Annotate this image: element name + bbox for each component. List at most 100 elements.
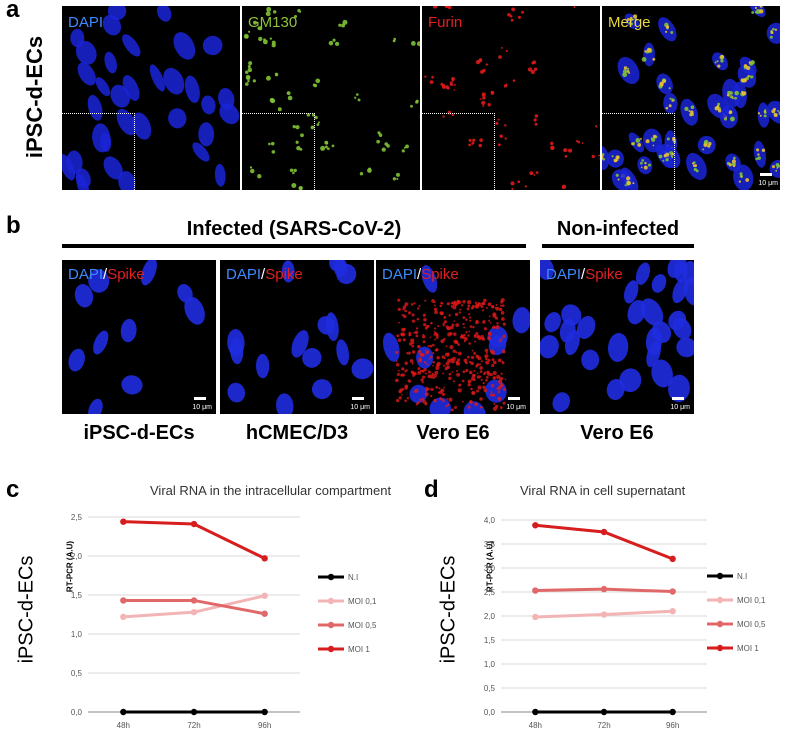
y-tick-label: 1,5 bbox=[484, 636, 496, 645]
infected-bracket-line bbox=[62, 244, 526, 248]
channel-label-dapi-spike: DAPI/Spike bbox=[546, 266, 623, 283]
inset-box bbox=[62, 113, 135, 190]
noninfected-header: Non-infected bbox=[556, 218, 680, 240]
x-tick-label: 72h bbox=[597, 721, 610, 730]
data-point bbox=[669, 708, 676, 716]
chart-d: 0,0 0,5 1,0 1,5 2,0 2,5 3,0 3,5 4,0 48h 72h 96h N.I M… bbox=[484, 516, 766, 730]
legend-label: MOI 0,5 bbox=[737, 620, 766, 629]
legend-marker bbox=[327, 621, 335, 629]
micrograph-dapi: DAPI bbox=[62, 6, 240, 190]
channel-label-furin: Furin bbox=[428, 14, 463, 31]
legend-label: MOI 0,1 bbox=[737, 596, 766, 605]
data-point bbox=[669, 555, 676, 563]
cell-name-1: iPSC-d-ECs bbox=[83, 422, 195, 444]
legend-marker bbox=[716, 644, 724, 652]
panel-c-title: Viral RNA in the intracellular compartme… bbox=[150, 483, 392, 498]
data-point bbox=[190, 520, 198, 528]
legend-label: MOI 1 bbox=[348, 645, 370, 654]
channel-label-dapi-spike: DAPI/Spike bbox=[382, 266, 459, 283]
data-point bbox=[600, 611, 608, 618]
micrograph-b-4: DAPI/Spike 10 μm bbox=[540, 260, 694, 414]
data-point bbox=[669, 588, 676, 595]
micrograph-furin: Furin bbox=[422, 6, 600, 190]
y-tick-label: 0,5 bbox=[71, 669, 83, 678]
cell-name-3: Vero E6 bbox=[416, 422, 490, 444]
y-tick-label: 0,5 bbox=[484, 684, 496, 693]
legend-marker bbox=[716, 596, 724, 604]
legend-label: N.I bbox=[348, 573, 358, 582]
legend-label: MOI 0,5 bbox=[348, 621, 377, 630]
data-point bbox=[190, 608, 198, 616]
channel-label-dapi-spike: DAPI/Spike bbox=[226, 266, 303, 283]
micrograph-merge: Merge 10 μm bbox=[602, 6, 780, 190]
y-tick-label: 4,0 bbox=[484, 516, 496, 525]
y-tick-label: 3,0 bbox=[484, 564, 496, 573]
channel-label-dapi-spike: DAPI/Spike bbox=[68, 266, 145, 283]
y-tick-label: 1,0 bbox=[71, 630, 83, 639]
y-tick-label: 3,5 bbox=[484, 540, 496, 549]
scale-bar-label: 10 μm bbox=[506, 404, 526, 411]
panel-b-letter: b bbox=[6, 212, 21, 239]
data-point bbox=[120, 613, 127, 621]
panel-a-row-label: iPSC-d-ECs bbox=[22, 35, 47, 159]
scale-bar bbox=[352, 397, 364, 400]
legend-marker bbox=[716, 620, 724, 628]
y-tick-label: 1,0 bbox=[484, 660, 496, 669]
scale-bar-label: 10 μm bbox=[670, 404, 690, 411]
y-tick-label: 0,0 bbox=[71, 708, 83, 717]
scale-bar bbox=[672, 397, 684, 400]
y-tick-label: 1,5 bbox=[71, 591, 83, 600]
data-point bbox=[120, 518, 127, 525]
micrograph-b-2: DAPI/Spike 10 μm bbox=[220, 260, 374, 414]
x-tick-label: 96h bbox=[666, 721, 679, 730]
channel-label-dapi: DAPI bbox=[68, 14, 104, 31]
data-point bbox=[532, 522, 539, 529]
panel-d-letter: d bbox=[424, 476, 439, 503]
panel-c-letter: c bbox=[6, 476, 20, 503]
noninfected-bracket-line bbox=[542, 244, 694, 248]
micrograph-b-1: DAPI/Spike 10 μm bbox=[62, 260, 216, 414]
legend-label: N.I bbox=[737, 572, 747, 581]
inset-box bbox=[422, 113, 495, 190]
x-tick-label: 48h bbox=[529, 721, 542, 730]
x-tick-label: 48h bbox=[117, 721, 130, 730]
data-point bbox=[261, 555, 268, 562]
chart-c: 0,0 0,5 1,0 1,5 2,0 2,5 48h 72h 96h N.I MOI 0,1 MOI… bbox=[71, 513, 377, 730]
infected-header: Infected (SARS-CoV-2) bbox=[186, 218, 402, 240]
legend-marker bbox=[327, 597, 335, 605]
scale-bar bbox=[508, 397, 520, 400]
data-point bbox=[600, 528, 608, 536]
micrograph-b-3: DAPI/Spike 10 μm bbox=[376, 260, 530, 414]
data-point bbox=[532, 613, 539, 621]
data-point bbox=[261, 708, 268, 716]
x-tick-label: 96h bbox=[258, 721, 271, 730]
inset-box bbox=[602, 113, 675, 190]
y-tick-label: 2,0 bbox=[71, 552, 83, 561]
x-tick-label: 72h bbox=[187, 721, 200, 730]
panel-a-letter: a bbox=[6, 0, 20, 23]
data-point bbox=[669, 608, 676, 615]
data-point bbox=[600, 585, 608, 593]
data-point bbox=[261, 592, 268, 599]
channel-label-merge: Merge bbox=[608, 14, 651, 31]
scale-bar-label: 10 μm bbox=[192, 404, 212, 411]
data-point bbox=[532, 587, 539, 594]
y-tick-label: 2,5 bbox=[71, 513, 83, 522]
y-tick-label: 2,0 bbox=[484, 612, 496, 621]
data-point bbox=[120, 597, 127, 604]
data-point bbox=[190, 708, 198, 716]
y-tick-label: 0,0 bbox=[484, 708, 496, 717]
data-point bbox=[261, 610, 268, 617]
data-point bbox=[190, 597, 198, 604]
inset-box bbox=[242, 113, 315, 190]
data-point bbox=[600, 708, 608, 716]
micrograph-gm130: GM130 bbox=[242, 6, 420, 190]
legend-label: MOI 1 bbox=[737, 644, 759, 653]
legend-marker bbox=[327, 645, 335, 653]
panel-d-title: Viral RNA in cell supernatant bbox=[520, 483, 686, 498]
y-tick-label: 2,5 bbox=[484, 588, 496, 597]
data-point bbox=[120, 708, 127, 716]
scale-bar bbox=[194, 397, 206, 400]
scale-bar-label: 10 μm bbox=[758, 180, 778, 187]
